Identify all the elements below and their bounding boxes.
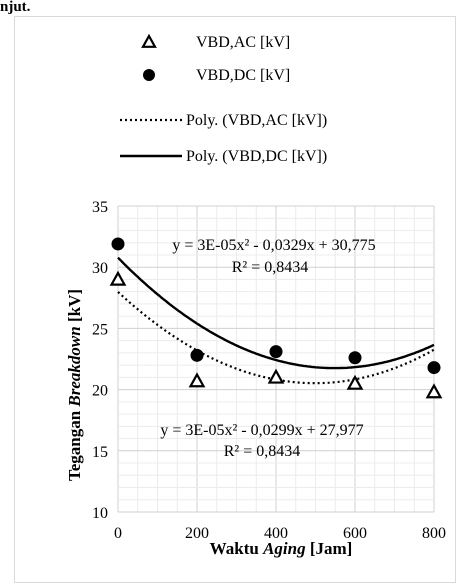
chart-area-frame — [14, 16, 456, 583]
legend-label: Poly. (VBD,DC [kV]) — [186, 148, 327, 165]
x-tick-label: 200 — [185, 525, 209, 542]
y-tick-label: 30 — [92, 260, 108, 277]
x-tick-label: 0 — [114, 525, 122, 542]
legend-label: VBD,AC [kV] — [196, 34, 290, 51]
x-tick-label: 600 — [343, 525, 367, 542]
dc-data-point — [111, 237, 125, 251]
legend-label: VBD,DC [kV] — [196, 67, 290, 84]
trendline-ac-r2: R² = 0,8434 — [224, 443, 301, 460]
ac-data-point — [109, 270, 127, 286]
ac-data-point — [346, 374, 364, 390]
ac-data-point — [267, 368, 285, 384]
x-tick-labels: 0 200 400 600 800 — [114, 525, 446, 542]
legend-ac-marker — [141, 33, 157, 48]
dc-data-point — [348, 351, 362, 365]
y-tick-label: 35 — [92, 199, 108, 216]
y-axis-title: Tegangan Breakdown [kV] — [65, 289, 84, 481]
y-tick-labels: 10 15 20 25 30 35 — [92, 199, 108, 522]
x-tick-label: 800 — [422, 525, 446, 542]
x-axis-title: Waktu Aging [Jam] — [210, 539, 353, 558]
y-tick-label: 20 — [92, 383, 108, 400]
trendline-dc-r2: R² = 0,8434 — [232, 259, 309, 276]
trendline-ac-equation: y = 3E-05x² - 0,0299x + 27,977 — [160, 422, 363, 439]
x-tick-label: 400 — [264, 525, 288, 542]
legend-dc-marker — [143, 69, 155, 81]
page-fragment: njut. — [0, 0, 31, 15]
trendline-dc-equation: y = 3E-05x² - 0,0329x + 30,775 — [172, 237, 375, 254]
legend-label: Poly. (VBD,AC [kV]) — [186, 112, 327, 129]
data-markers — [109, 237, 443, 399]
ac-data-point — [425, 383, 443, 399]
legend: VBD,AC [kV] VBD,DC [kV] Poly. (VBD,AC [kV]… — [120, 33, 327, 165]
dc-data-point — [269, 345, 283, 359]
y-tick-label: 15 — [92, 444, 108, 461]
dc-data-point — [190, 348, 204, 362]
plot-grid — [117, 205, 435, 513]
trendline-dc — [117, 256, 435, 370]
y-tick-label: 10 — [92, 505, 108, 522]
ac-data-point — [188, 372, 206, 388]
dc-data-point — [427, 361, 441, 375]
y-tick-label: 25 — [92, 321, 108, 338]
trendlines — [117, 256, 435, 385]
